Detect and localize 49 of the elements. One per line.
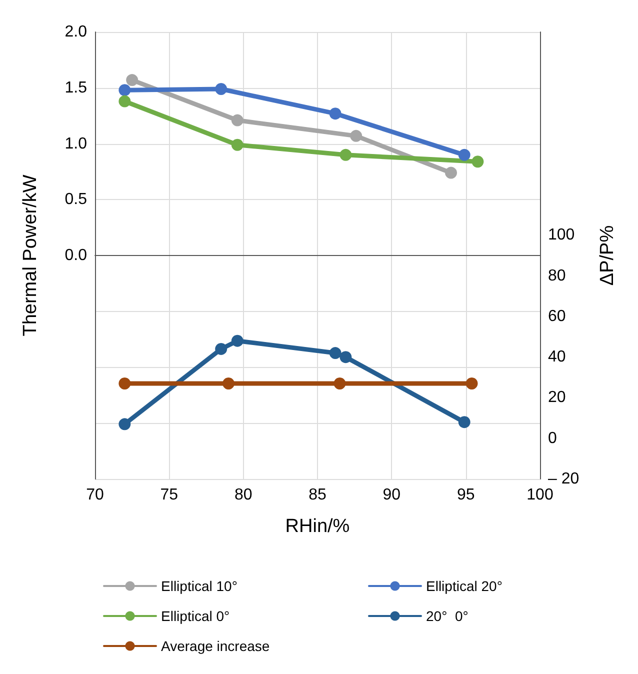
point [118, 418, 131, 430]
point [231, 114, 244, 126]
point [215, 82, 228, 95]
legend-label: 20° 0° [426, 608, 468, 624]
x-tick-label: 85 [308, 486, 326, 504]
x-tick-label: 75 [160, 486, 178, 504]
point [445, 166, 457, 179]
point [118, 378, 131, 390]
point [126, 74, 138, 86]
y-tick-label: 0.0 [64, 247, 88, 264]
point [222, 378, 234, 390]
x-tick-label: 100 [526, 486, 554, 504]
x-tick-label: 70 [86, 486, 104, 504]
point [215, 342, 228, 355]
y-tick-label: 1.0 [64, 135, 88, 152]
y2-tick-label: 40 [548, 348, 566, 366]
y2-tick-label: 80 [548, 267, 566, 284]
point [472, 156, 484, 168]
x-tick-label: 90 [382, 486, 401, 504]
y2-axis-title: ΔP/P% [597, 225, 618, 286]
point [118, 95, 131, 108]
point [231, 138, 244, 151]
point [458, 416, 470, 428]
point [329, 347, 342, 360]
x-tick-label: 80 [234, 486, 252, 504]
legend-label: Elliptical 20° [426, 578, 502, 594]
y2-tick-label: – 20 [548, 470, 580, 488]
legend-label: Elliptical 0° [161, 608, 230, 624]
legend-label: Elliptical 10° [161, 578, 238, 594]
y-tick-label: 1.5 [64, 79, 88, 96]
point [350, 130, 362, 142]
y-tick-label: 2.0 [64, 24, 88, 40]
y2-tick-label: 0 [548, 430, 557, 447]
y2-tick-label: 60 [548, 308, 566, 325]
point [466, 378, 478, 390]
x-axis-title: RHin/% [285, 516, 350, 537]
point [329, 108, 342, 120]
point [118, 84, 131, 96]
y2-tick-label: 100 [548, 226, 575, 244]
point [334, 378, 346, 390]
point [231, 334, 244, 347]
y-axis-title: Thermal Power/kW [20, 174, 41, 336]
point [340, 351, 352, 364]
point [340, 148, 352, 161]
point [458, 148, 470, 161]
y2-tick-label: 20 [548, 389, 566, 406]
x-tick-label: 95 [456, 486, 475, 504]
legend-label: Average increase [161, 638, 270, 654]
y-tick-label: 0.5 [64, 191, 88, 208]
